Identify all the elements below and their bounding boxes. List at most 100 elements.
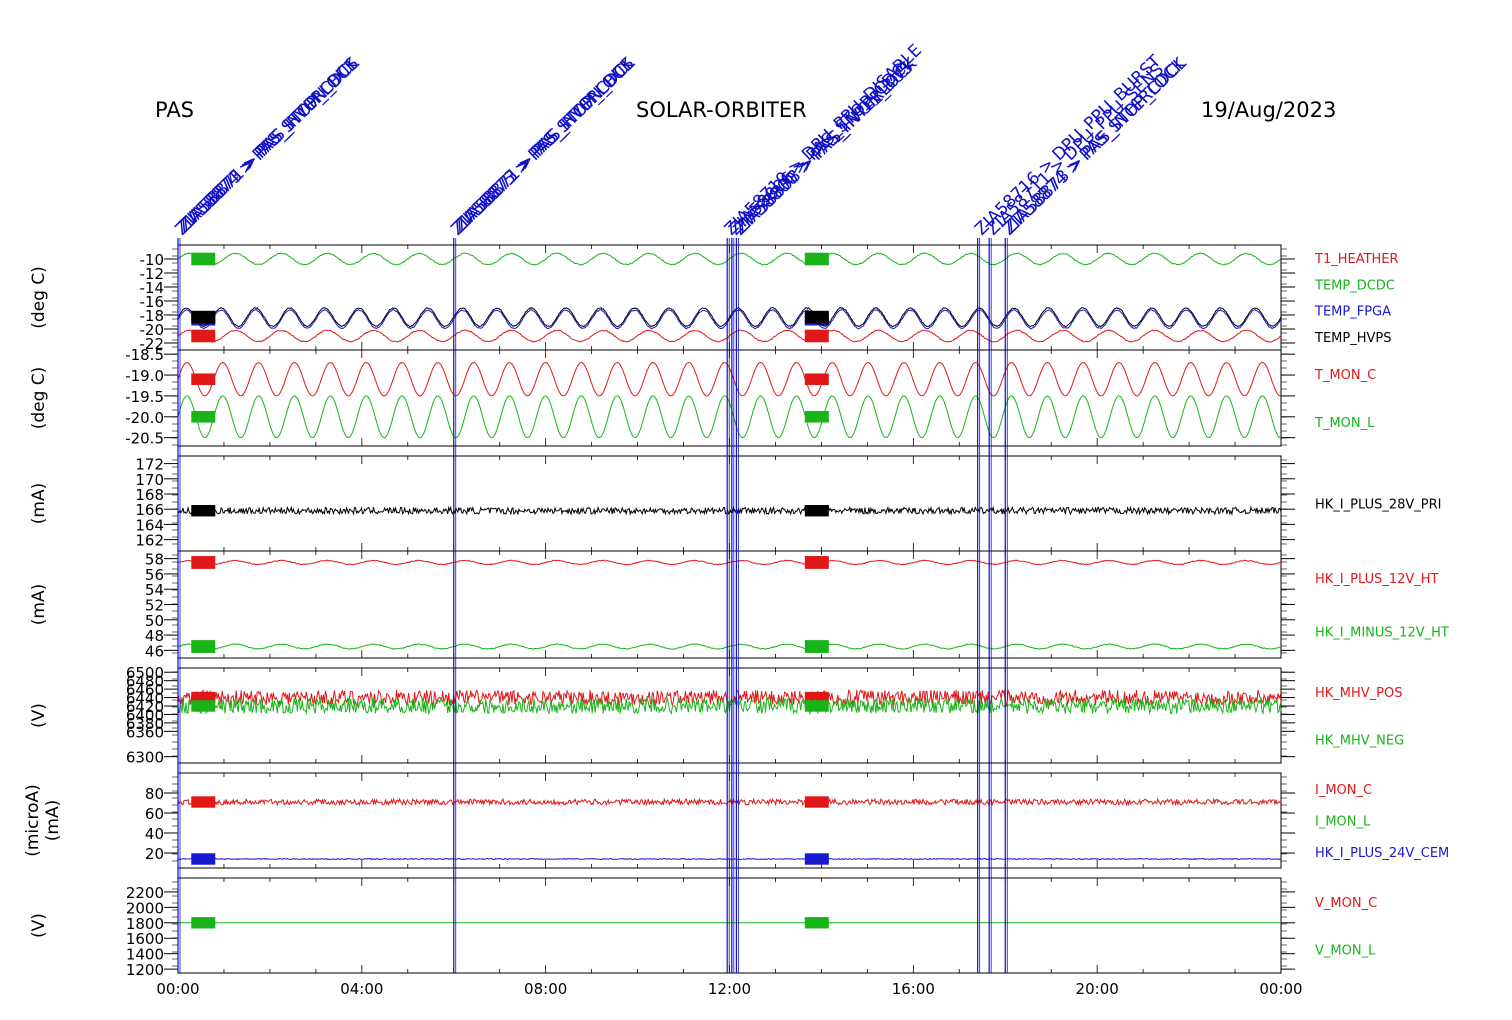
y-axis-label: (deg C) [29, 266, 49, 329]
y-axis-label: (V) [29, 913, 49, 938]
series-marker-block [804, 373, 829, 385]
y-tick-label: 1800 [126, 915, 164, 933]
series-marker-block [191, 691, 216, 704]
series-marker-block [804, 917, 829, 929]
y-tick-label: -14 [140, 279, 165, 297]
y-tick-label: -18.5 [125, 346, 164, 364]
y-tick-label: -10 [140, 251, 165, 269]
y-tick-label: -19.5 [125, 388, 164, 406]
series-marker-block [804, 853, 829, 865]
series-marker-block [191, 411, 216, 423]
legend-temp-fpga: TEMP_FPGA [1314, 305, 1391, 320]
y-axis-label: (mA) [29, 483, 49, 524]
y-axis-label-2: (mA) [43, 800, 63, 841]
y-tick-label: 20 [145, 845, 164, 863]
legend-v-mon-l: V_MON_L [1315, 943, 1376, 958]
x-tick-label: 20:00 [1076, 980, 1119, 998]
series-marker-block [804, 411, 829, 423]
event-label: ZIA58808 > PAS_INTERLOCK [732, 54, 922, 238]
y-tick-label: 48 [145, 627, 164, 645]
legend-v-mon-c: V_MON_C [1315, 896, 1377, 911]
y-tick-label: 170 [135, 471, 164, 489]
legend-hk-mhv-pos: HK_MHV_POS [1315, 686, 1403, 701]
series-marker-block [191, 640, 216, 653]
y-tick-label: 2000 [126, 899, 164, 917]
header-instrument: PAS [155, 98, 194, 122]
y-tick-label: -20 [140, 321, 165, 339]
event-label: ZIA58871 > PAS_HVON_BUS [176, 54, 363, 236]
event-label: ZIA58871 > PAS_HVON_BUS [451, 54, 638, 236]
legend-temp-hvps: TEMP_HVPS [1314, 331, 1391, 346]
y-tick-label: 52 [145, 597, 164, 615]
x-tick-label: 00:00 [1259, 980, 1302, 998]
panel-2: -18.5 -19.0 -19.5 -20.0 -20.5 (deg C) T_MON_C T… [29, 346, 1376, 447]
y-tick-label: 56 [145, 566, 164, 584]
series-marker-block [804, 556, 829, 569]
y-tick-label: 6480 [126, 673, 164, 691]
panel-1: -10-12-14-16-18-20-22 (deg C) T1_HEATHER TE… [29, 244, 1399, 353]
legend-i-mon-c: I_MON_C [1315, 783, 1372, 798]
y-tick-label: 166 [135, 501, 164, 519]
event-label: ZIA58873 > PAS_INTERLOCK [1001, 54, 1191, 238]
y-tick-label: -16 [140, 293, 165, 311]
x-tick-label: 00:00 [156, 980, 199, 998]
y-tick-label: 162 [135, 532, 164, 550]
series-marker-block [804, 691, 829, 704]
series-marker-block [804, 505, 829, 517]
series-marker-block [191, 796, 216, 808]
series-marker-block [191, 700, 216, 712]
y-tick-label: 6380 [126, 715, 164, 733]
y-axis-label: (V) [29, 703, 49, 728]
y-tick-label: 58 [145, 551, 164, 569]
y-tick-label: 6360 [126, 723, 164, 741]
series-marker-block [191, 329, 216, 343]
legend-t-mon-l: T_MON_L [1314, 416, 1375, 431]
header-date: 19/Aug/2023 [1201, 98, 1336, 122]
y-tick-label: 50 [145, 612, 164, 630]
legend-hk-mhv-neg: HK_MHV_NEG [1315, 733, 1404, 748]
y-tick-label: 6440 [126, 690, 164, 708]
y-tick-label: 1400 [126, 946, 164, 964]
y-tick-label: 1200 [126, 961, 164, 979]
series-marker-block [191, 505, 216, 517]
y-tick-label: 6460 [126, 681, 164, 699]
legend-hk-i-plus-28v-pri: HK_I_PLUS_28V_PRI [1315, 498, 1441, 513]
y-tick-label: 172 [135, 456, 164, 474]
y-tick-label: -20.0 [125, 409, 164, 427]
y-tick-label: 80 [145, 785, 164, 803]
series-marker-block [804, 329, 829, 343]
legend-t-mon-c: T_MON_C [1314, 368, 1376, 383]
x-tick-label: 16:00 [892, 980, 935, 998]
x-tick-label: 08:00 [524, 980, 567, 998]
chart-panels: -10-12-14-16-18-20-22 (deg C) T1_HEATHER TE… [23, 244, 1449, 979]
y-tick-label: 6420 [126, 698, 164, 716]
y-tick-label: 168 [135, 486, 164, 504]
legend-hk-i-plus-12v-ht: HK_I_PLUS_12V_HT [1315, 572, 1439, 587]
y-tick-label: -22 [140, 335, 165, 353]
y-tick-label: -18 [140, 307, 165, 325]
y-axis-label: (microA) [23, 784, 43, 857]
series-marker-block [191, 373, 216, 385]
legend-temp-dcdc: TEMP_DCDC [1314, 278, 1395, 293]
y-tick-label: 6300 [126, 749, 164, 767]
y-tick-label: 2200 [126, 884, 164, 902]
series-marker-block [804, 310, 829, 324]
y-tick-label: 6400 [126, 706, 164, 724]
series-marker-block [191, 917, 216, 929]
y-tick-label: -20.5 [125, 430, 164, 448]
x-tick-label: 04:00 [340, 980, 383, 998]
y-tick-label: 1600 [126, 930, 164, 948]
series-marker-block [191, 556, 216, 569]
y-tick-label: -19.0 [125, 367, 164, 385]
y-tick-label: 54 [145, 581, 164, 599]
y-tick-label: -12 [140, 265, 165, 283]
series-marker-block [804, 252, 829, 266]
x-axis: 00:00 04:00 08:00 12:00 16:00 20:00 00:00 [156, 980, 1302, 998]
y-tick-label: 46 [145, 642, 164, 660]
series-marker-block [191, 853, 216, 865]
legend-hk-i-minus-12v-ht: HK_I_MINUS_12V_HT [1315, 625, 1449, 640]
series-marker-block [191, 310, 216, 324]
